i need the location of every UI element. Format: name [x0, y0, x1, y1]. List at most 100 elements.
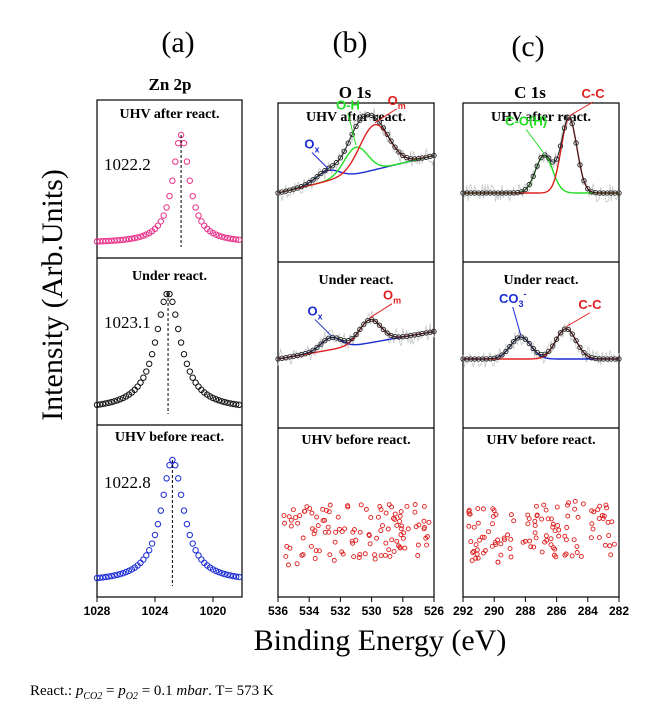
envelope-point [550, 343, 556, 349]
data-point [331, 557, 337, 563]
data-point [189, 374, 196, 381]
envelope-point [302, 182, 308, 188]
data-point [508, 554, 514, 560]
envelope-point [542, 152, 548, 158]
data-point [398, 509, 404, 515]
data-point [528, 544, 534, 550]
x-tick-label: 286 [547, 604, 567, 618]
data-point [508, 512, 514, 518]
data-point [148, 540, 156, 547]
envelope-point [306, 179, 312, 186]
data-point [378, 528, 384, 534]
data-point [157, 507, 165, 514]
data-point [175, 325, 182, 333]
data-point [339, 549, 345, 555]
data-point [192, 547, 199, 554]
peak-value-label: 1022.2 [104, 155, 151, 174]
data-point [400, 535, 406, 541]
data-point [180, 139, 188, 147]
data-point [157, 311, 165, 318]
data-point [426, 519, 432, 525]
envelope-point [349, 131, 355, 138]
envelope-point [333, 159, 340, 166]
x-tick-label: 292 [453, 604, 473, 618]
data-point [186, 177, 194, 184]
envelope-point [326, 165, 332, 171]
panel-label: UHV after react. [120, 107, 220, 122]
data-point [571, 537, 577, 543]
data-point [490, 521, 495, 527]
data-point [172, 158, 179, 165]
annotation-arrow [347, 113, 357, 146]
envelope-point [530, 345, 536, 352]
component-label: Om [383, 288, 401, 306]
data-point [166, 290, 173, 298]
peak-value-label: 1022.8 [104, 473, 151, 492]
component-label-base: O [307, 304, 317, 319]
data-point [180, 351, 188, 358]
x-tick-label: 290 [484, 604, 504, 618]
data-point [93, 401, 101, 409]
data-point [597, 503, 603, 509]
data-point [575, 514, 581, 520]
component-label-base: C-C [582, 86, 606, 101]
x-tick-label: 282 [609, 604, 629, 618]
data-point [543, 533, 549, 539]
data-point [163, 475, 170, 482]
data-point [300, 552, 306, 558]
data-point [183, 520, 191, 528]
data-point [169, 177, 176, 184]
data-point [198, 556, 205, 563]
data-point [304, 504, 310, 510]
footnote-prefix: React.: [30, 683, 76, 699]
data-point [297, 513, 303, 519]
data-point [137, 379, 144, 386]
data-point [580, 501, 586, 507]
envelope-point [357, 117, 363, 123]
envelope-point [585, 186, 591, 192]
data-point [140, 556, 147, 563]
data-point [221, 398, 228, 406]
envelope-point [553, 336, 560, 342]
envelope-point [380, 125, 386, 131]
annotation-arrow [374, 108, 397, 124]
data-point [556, 533, 562, 539]
envelope-point [337, 155, 344, 161]
data-point [300, 535, 306, 541]
envelope-point [318, 341, 324, 347]
panel-label: Under react. [132, 269, 207, 284]
data-point [154, 325, 162, 333]
data-point [397, 513, 403, 519]
fit-envelope [463, 328, 619, 360]
data-point [545, 516, 551, 522]
chart-zn2p: 1028 1024 1020 UHV after react. 1022.2 Under … [84, 99, 243, 618]
data-point [574, 544, 580, 550]
data-point [169, 298, 176, 306]
data-point [511, 518, 517, 524]
x-tick-label: 526 [424, 604, 444, 618]
data-point [386, 502, 392, 508]
data-point [368, 515, 374, 520]
envelope-point [318, 170, 324, 177]
data-point [389, 537, 395, 543]
data-point [362, 551, 368, 557]
data-point [357, 552, 363, 558]
data-point [218, 569, 225, 577]
data-point [505, 532, 511, 538]
data-point [295, 520, 301, 526]
annotation-arrow [525, 129, 545, 154]
envelope-point [565, 115, 571, 121]
envelope-point [538, 155, 544, 161]
data-point [311, 531, 317, 537]
data-point [548, 536, 554, 542]
data-point [491, 508, 497, 513]
data-point [531, 544, 537, 550]
envelope-point [553, 156, 560, 162]
envelope-point [384, 330, 390, 336]
data-point [367, 541, 373, 547]
data-point [293, 515, 299, 520]
data-point [498, 552, 504, 558]
data-point [345, 503, 351, 509]
component-label-base: O [304, 137, 314, 152]
envelope-point [372, 115, 379, 121]
